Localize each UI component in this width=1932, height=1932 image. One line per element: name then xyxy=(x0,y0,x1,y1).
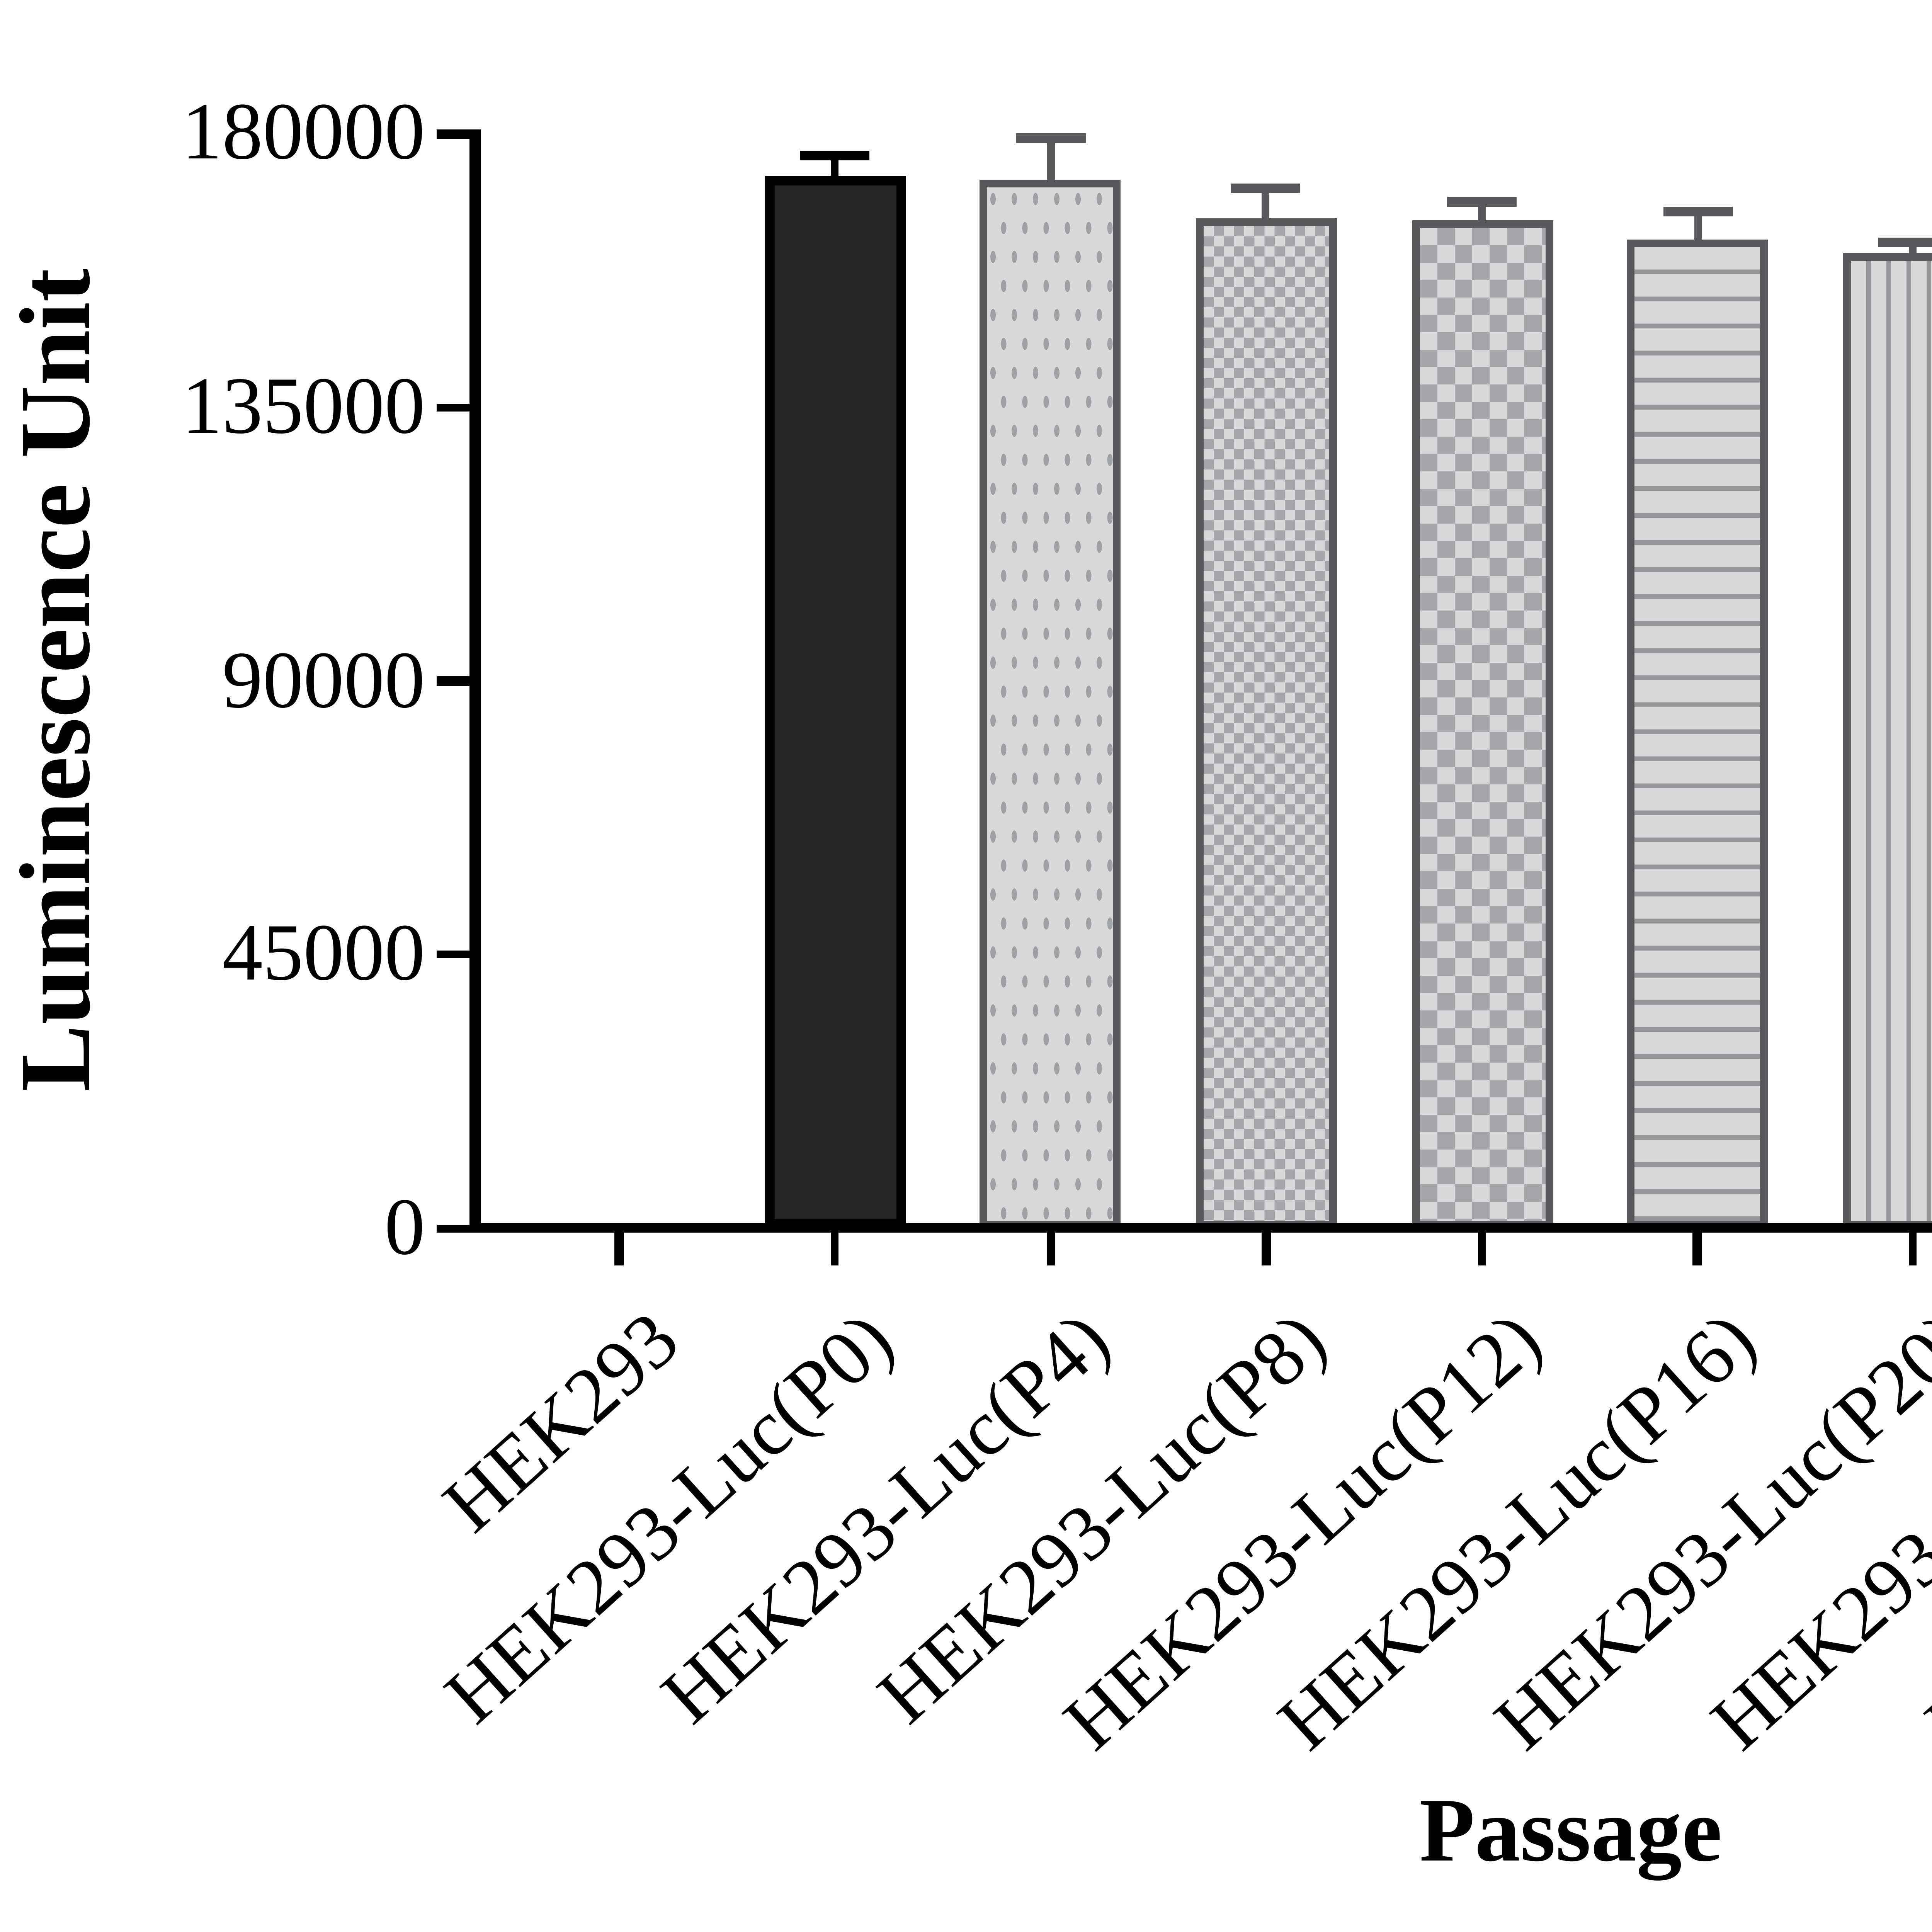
y-tick xyxy=(437,1224,475,1233)
x-tick xyxy=(830,1233,840,1266)
y-tick-label: 0 xyxy=(384,1184,425,1273)
error-bar-cap xyxy=(1447,196,1517,206)
x-axis-line xyxy=(469,1223,1932,1233)
error-bar-cap xyxy=(1878,236,1932,247)
y-tick xyxy=(437,403,475,412)
x-tick xyxy=(1046,1233,1055,1266)
x-tick xyxy=(1477,1233,1486,1266)
y-tick xyxy=(437,129,475,139)
x-tick xyxy=(1693,1233,1702,1266)
y-tick-label: 45000 xyxy=(222,910,425,999)
bar-HEK293-Luc(P20) xyxy=(1842,253,1932,1229)
error-bar-stem xyxy=(1262,187,1270,223)
error-bar-stem xyxy=(1478,201,1486,224)
error-bar-stem xyxy=(831,155,839,179)
error-bar-cap xyxy=(1015,134,1085,144)
error-bar-cap xyxy=(1231,182,1301,192)
y-tick-label: 90000 xyxy=(222,636,425,726)
error-bar-stem xyxy=(1046,139,1054,184)
bar-HEK293-Luc(P0) xyxy=(764,175,906,1229)
y-tick xyxy=(437,677,475,686)
error-bar-stem xyxy=(1693,212,1701,245)
y-tick-label: 135000 xyxy=(182,363,425,452)
x-tick xyxy=(1262,1233,1271,1266)
bar-HEK293-Luc(P4) xyxy=(980,180,1121,1229)
y-tick-label: 180000 xyxy=(182,89,425,179)
bar-HEK293-Luc(P8) xyxy=(1196,219,1337,1229)
bar-HEK293-Luc(P16) xyxy=(1627,240,1768,1229)
x-tick xyxy=(615,1233,624,1266)
error-bar-cap xyxy=(1662,207,1732,218)
y-tick xyxy=(437,950,475,959)
x-tick xyxy=(1908,1233,1918,1266)
bar-HEK293-Luc(P12) xyxy=(1411,220,1553,1229)
error-bar-cap xyxy=(800,150,870,160)
x-axis-title: Passage xyxy=(1419,1781,1722,1882)
